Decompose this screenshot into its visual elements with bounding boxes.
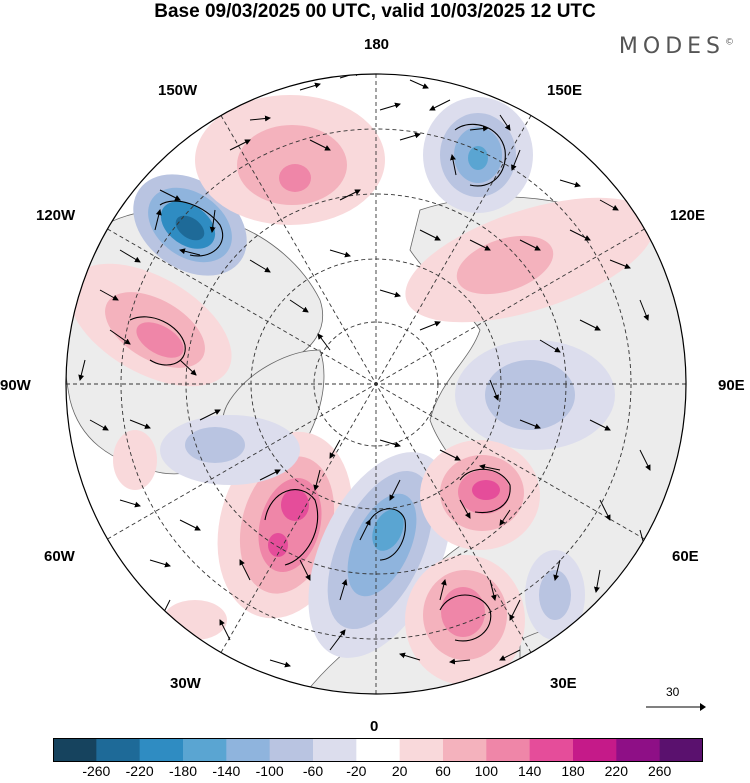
land-africa-edge	[519, 624, 641, 694]
vector-scale-label: 30	[666, 685, 680, 699]
lon-label-30w: 30W	[170, 675, 201, 692]
brand-mark: ©	[725, 37, 734, 48]
colorbar	[53, 738, 703, 762]
brand-name: MODES	[618, 34, 725, 59]
colorbar-swatch	[269, 738, 314, 762]
anomaly-pos-west	[113, 430, 157, 490]
lon-label-0: 0	[370, 718, 379, 735]
vector-scale-arrow	[646, 703, 706, 711]
colorbar-swatch	[486, 738, 531, 762]
lon-label-60e: 60E	[672, 548, 699, 565]
colorbar-tick-label: -220	[125, 763, 154, 779]
colorbar-swatch	[226, 738, 271, 762]
lon-label-180: 180	[364, 36, 390, 53]
chart-title: Base 09/03/2025 00 UTC, valid 10/03/2025…	[154, 1, 596, 22]
anomaly-pos-atlantic-small	[163, 600, 227, 640]
colorbar-tick-label: 180	[561, 763, 585, 779]
colorbar-tick-label: 60	[435, 763, 451, 779]
lon-label-90e: 90E	[718, 377, 745, 394]
colorbar-tick-label: -260	[82, 763, 111, 779]
colorbar-tick-label: -20	[346, 763, 367, 779]
colorbar-swatch	[139, 738, 184, 762]
colorbar-swatch	[96, 738, 141, 762]
colorbar-swatch	[616, 738, 661, 762]
colorbar-swatch	[356, 738, 401, 762]
modes-logo: MODES©	[619, 34, 734, 59]
colorbar-tick-label: 20	[391, 763, 408, 779]
colorbar-swatch	[529, 738, 574, 762]
circulation-arcs	[129, 123, 511, 642]
lon-label-120w: 120W	[36, 207, 76, 224]
colorbar-swatch	[573, 738, 617, 762]
colorbar-tick-label: 220	[604, 763, 629, 779]
colorbar-tick-label: 100	[474, 763, 499, 779]
colorbar-tick-label: -60	[302, 763, 324, 779]
colorbar-swatch	[443, 738, 487, 762]
colorbar-tick-label: 260	[647, 763, 672, 779]
colorbar-tick-label: -180	[168, 763, 198, 779]
wind-vectors	[78, 74, 651, 686]
colorbar-border	[53, 738, 703, 762]
map-border	[65, 73, 687, 695]
lon-label-150w: 150W	[158, 82, 198, 99]
map-disk	[66, 74, 686, 694]
colorbar-tick-label: -100	[255, 763, 284, 779]
lon-label-90w: 90W	[0, 377, 31, 394]
colorbar-swatch	[659, 738, 703, 762]
lon-label-150e: 150E	[547, 82, 583, 99]
colorbar-swatch	[313, 738, 357, 762]
colorbar-tick-label: 140	[517, 763, 542, 779]
graticule	[66, 74, 686, 694]
lon-label-120e: 120E	[670, 207, 706, 224]
colorbar-swatch	[53, 738, 97, 762]
anomaly-layer	[68, 95, 655, 685]
colorbar-tick-label: -140	[212, 763, 241, 779]
lon-label-30e: 30E	[550, 675, 577, 692]
colorbar-swatch	[399, 738, 444, 762]
colorbar-swatch	[183, 738, 227, 762]
lon-label-60w: 60W	[44, 548, 75, 565]
